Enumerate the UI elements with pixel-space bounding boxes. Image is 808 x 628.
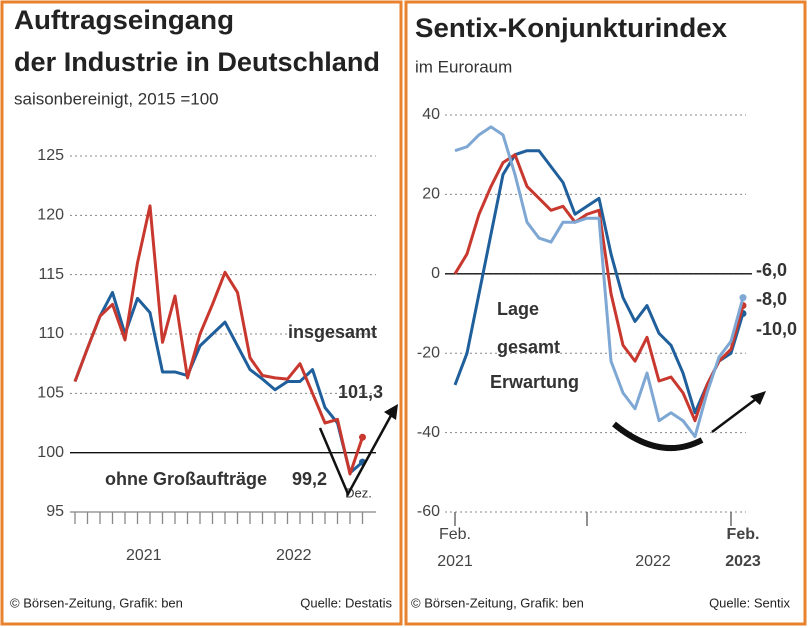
series-label: Erwartung	[490, 372, 579, 392]
value-label: 101,3	[338, 382, 383, 402]
chart-subtitle: im Euroraum	[415, 57, 512, 76]
arrow	[711, 395, 761, 433]
x-year-label: 2021	[437, 553, 473, 570]
footer-right: Quelle: Sentix	[709, 595, 790, 610]
chart-title: Sentix-Konjunkturindex	[415, 13, 727, 43]
series-line	[73, 204, 364, 476]
series-label: ohne Großaufträge	[105, 469, 267, 489]
y-tick-label: 20	[422, 186, 440, 203]
footer-left: © Börsen-Zeitung, Grafik: ben	[10, 595, 183, 610]
x-tick-label: Feb.	[727, 526, 760, 543]
y-tick-label: 95	[46, 503, 64, 520]
x-year-label: 2021	[126, 547, 162, 564]
arrowhead	[750, 391, 766, 405]
x-tick-label: Feb.	[439, 526, 471, 543]
footer-right: Quelle: Destatis	[300, 595, 392, 610]
chart-title: Auftragseingang	[14, 5, 234, 35]
footer-left: © Börsen-Zeitung, Grafik: ben	[411, 595, 584, 610]
y-tick-label: 0	[431, 265, 440, 282]
series-line	[454, 125, 745, 439]
panel	[0, 0, 403, 626]
chart-title: der Industrie in Deutschland	[14, 47, 380, 77]
y-tick-label: -60	[417, 503, 440, 520]
value-label: -8,0	[756, 289, 787, 309]
series-label: gesamt	[497, 337, 560, 357]
x-year-label: 2022	[635, 553, 671, 570]
series-label: insgesamt	[288, 322, 377, 342]
series-line	[453, 149, 745, 415]
y-tick-label: 125	[37, 147, 64, 164]
series-line	[453, 153, 745, 423]
y-tick-label: 105	[37, 385, 64, 402]
value-label: -6,0	[756, 260, 787, 280]
y-tick-label: 120	[37, 207, 64, 224]
end-point	[739, 294, 747, 302]
series-line	[73, 290, 364, 475]
x-year-label: 2023	[725, 553, 761, 570]
y-tick-label: 110	[38, 325, 64, 342]
value-label: -10,0	[756, 319, 797, 339]
y-tick-label: 115	[38, 266, 64, 283]
y-tick-label: -40	[417, 424, 440, 441]
y-tick-label: 40	[422, 106, 440, 123]
arc	[612, 421, 704, 452]
arrow	[318, 409, 396, 497]
end-point	[359, 433, 366, 441]
x-year-label: 2022	[276, 547, 312, 564]
y-tick-label: -20	[417, 344, 440, 361]
y-tick-label: 100	[37, 444, 64, 461]
value-label: 99,2	[292, 469, 327, 489]
arrowhead	[384, 404, 398, 420]
chart-subtitle: saisonbereinigt, 2015 =100	[14, 89, 219, 108]
series-label: Lage	[497, 299, 539, 319]
